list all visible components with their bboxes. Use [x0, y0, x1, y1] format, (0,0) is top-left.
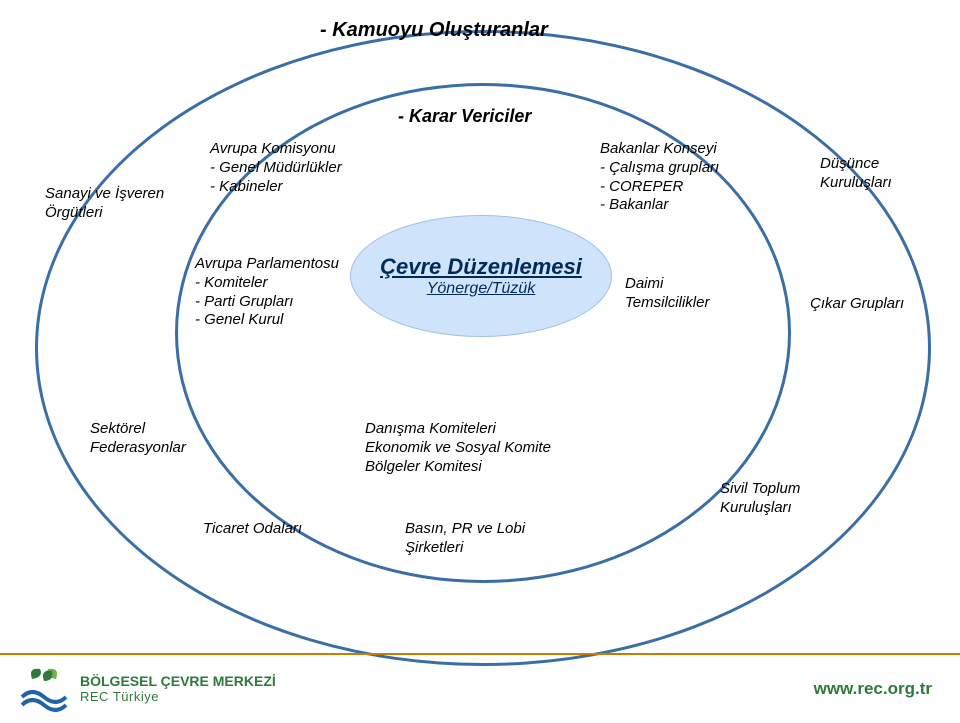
label-press-lobby: Basın, PR ve LobiŞirketleri [405, 520, 525, 558]
footer-url: www.rec.org.tr [814, 679, 932, 699]
center-oval: Çevre Düzenlemesi Yönerge/Tüzük [350, 215, 612, 337]
label-chambers: Ticaret Odaları [203, 520, 302, 539]
footer-logo: BÖLGESEL ÇEVRE MERKEZİ REC Türkiye [18, 663, 276, 715]
outer-title: - Kamuoyu Oluşturanlar [320, 18, 548, 43]
label-sectoral: SektörelFederasyonlar [90, 420, 186, 458]
label-parliament: Avrupa Parlamentosu - Komiteler - Parti … [195, 255, 339, 330]
label-permanent: DaimiTemsilcilikler [625, 275, 709, 313]
footer-logo-top: BÖLGESEL ÇEVRE MERKEZİ [80, 674, 276, 689]
label-civil: Sivil ToplumKuruluşları [720, 480, 800, 518]
label-advisory: Danışma KomiteleriEkonomik ve Sosyal Kom… [365, 420, 551, 476]
center-title: Çevre Düzenlemesi [380, 254, 582, 280]
center-subtitle: Yönerge/Tüzük [427, 280, 536, 298]
label-commission: Avrupa Komisyonu - Genel Müdürlükler - K… [210, 140, 342, 196]
label-thinktanks: DüşünceKuruluşları [820, 155, 892, 193]
footer-logo-text: BÖLGESEL ÇEVRE MERKEZİ REC Türkiye [80, 674, 276, 704]
rec-logo-icon [18, 663, 70, 715]
label-industry: Sanayi ve İşverenÖrgütleri [45, 185, 164, 223]
diagram-stage: - Kamuoyu Oluşturanlar - Karar Vericiler… [0, 0, 960, 723]
inner-title: - Karar Vericiler [398, 105, 531, 128]
label-interests: Çıkar Grupları [810, 295, 904, 314]
label-council: Bakanlar Konseyi - Çalışma grupları - CO… [600, 140, 719, 215]
footer: BÖLGESEL ÇEVRE MERKEZİ REC Türkiye www.r… [0, 653, 960, 723]
footer-logo-bot: REC Türkiye [80, 690, 276, 704]
